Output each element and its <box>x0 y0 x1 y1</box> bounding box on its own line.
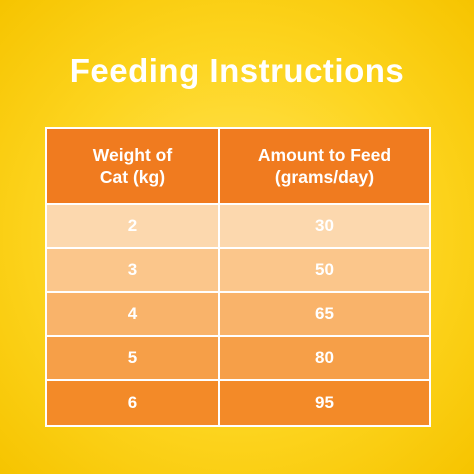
header-text: Amount to Feed <box>257 145 392 165</box>
header-text: Cat (kg) <box>99 167 166 187</box>
table-cell: 80 <box>220 337 429 381</box>
table-cell: 5 <box>47 337 220 381</box>
cell-text: 4 <box>127 304 138 323</box>
table-cell: 50 <box>220 249 429 293</box>
table-cell: 4 <box>47 293 220 337</box>
cell-text: 5 <box>127 348 138 367</box>
header-text: (grams/day) <box>274 167 375 187</box>
table-cell: 2 <box>47 205 220 249</box>
cell-text: 80 <box>315 348 334 367</box>
table-cell: 30 <box>220 205 429 249</box>
table-cell: 3 <box>47 249 220 293</box>
cell-text: 3 <box>127 260 138 279</box>
cell-text: 6 <box>127 393 138 412</box>
table-cell: 95 <box>220 381 429 425</box>
feeding-table: Weight of Cat (kg) Amount to Feed (grams/da… <box>45 127 431 427</box>
table-cell: 6 <box>47 381 220 425</box>
cell-text: 2 <box>127 216 138 235</box>
cell-text: 95 <box>315 393 334 412</box>
table-cell: 65 <box>220 293 429 337</box>
title: Feeding Instructions <box>69 52 405 89</box>
header-cell: Weight of Cat (kg) <box>47 129 220 205</box>
cell-text: 30 <box>315 216 334 235</box>
cell-text: 50 <box>315 260 334 279</box>
cell-text: 65 <box>315 304 334 323</box>
header-cell: Amount to Feed (grams/day) <box>220 129 429 205</box>
header-text: Weight of <box>92 145 173 165</box>
